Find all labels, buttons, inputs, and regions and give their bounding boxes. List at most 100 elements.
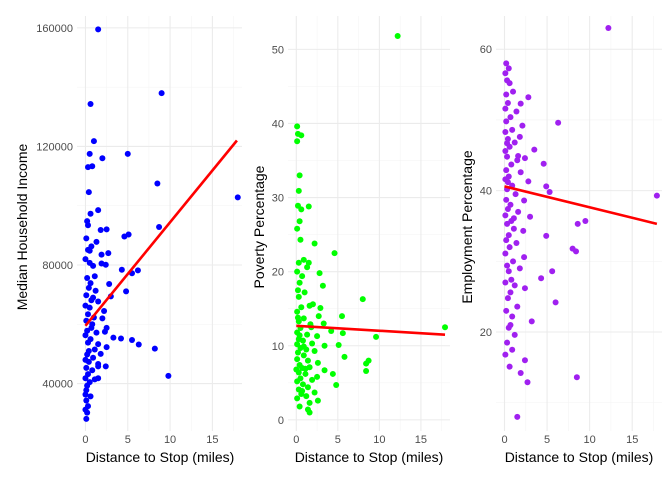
data-point <box>305 203 312 210</box>
y-tick-label: 40 <box>480 186 492 198</box>
grid <box>77 16 242 431</box>
data-point <box>93 238 100 245</box>
trend-line <box>84 139 238 327</box>
data-point <box>97 350 104 357</box>
data-point <box>90 294 97 301</box>
data-point <box>515 152 522 159</box>
data-point <box>517 169 524 176</box>
data-point <box>502 279 509 286</box>
data-point <box>295 187 302 194</box>
data-point <box>95 298 102 305</box>
scatter-points <box>293 33 449 416</box>
x-tick-label: 15 <box>206 434 218 446</box>
data-point <box>294 268 301 275</box>
data-point <box>83 235 90 242</box>
y-axis-title: Poverty Percentage <box>251 165 267 288</box>
data-point <box>549 268 556 275</box>
y-tick-label: 20 <box>480 327 492 339</box>
data-point <box>98 251 105 258</box>
data-point <box>85 358 92 365</box>
data-point <box>653 192 660 199</box>
data-point <box>321 367 328 374</box>
data-point <box>503 307 510 314</box>
data-point <box>294 356 301 363</box>
data-point <box>135 341 142 348</box>
data-point <box>99 315 106 322</box>
data-point <box>82 375 89 382</box>
data-point <box>84 382 91 389</box>
data-point <box>118 266 125 273</box>
panel-employment: Distance to Stop (miles) Employment Perc… <box>459 16 662 465</box>
data-point <box>511 331 518 338</box>
x-tick-label: 5 <box>335 434 341 446</box>
data-point <box>314 333 321 340</box>
data-point <box>151 345 158 352</box>
panel-poverty: Distance to Stop (miles) Poverty Percent… <box>251 16 450 465</box>
data-point <box>538 275 545 282</box>
data-point <box>90 354 97 361</box>
data-point <box>509 346 516 353</box>
grid <box>496 16 662 431</box>
data-point <box>511 282 518 289</box>
data-point <box>87 393 94 400</box>
data-point <box>106 280 113 287</box>
data-point <box>507 114 514 121</box>
data-point <box>516 265 523 272</box>
data-point <box>125 231 132 238</box>
data-point <box>105 250 112 257</box>
data-point <box>299 337 306 344</box>
data-point <box>516 133 523 140</box>
y-tick-label: 0 <box>278 415 284 427</box>
data-point <box>311 240 318 247</box>
data-point <box>101 328 108 335</box>
data-point <box>294 314 301 321</box>
y-tick-label: 80000 <box>42 260 73 272</box>
data-point <box>294 287 301 294</box>
panel-income: Distance to Stop (miles) Median Househol… <box>14 16 242 465</box>
data-point <box>540 160 547 167</box>
data-point <box>573 374 580 381</box>
data-point <box>91 346 98 353</box>
x-tick-label: 5 <box>544 434 550 446</box>
data-point <box>296 332 303 339</box>
data-point <box>503 237 510 244</box>
trend-line <box>296 324 446 336</box>
data-point <box>517 100 524 107</box>
y-tick-label: 20 <box>272 267 284 279</box>
data-point <box>306 302 313 309</box>
data-point <box>373 333 380 340</box>
data-point <box>515 208 522 215</box>
data-point <box>95 26 102 33</box>
data-point <box>521 155 528 162</box>
data-point <box>510 258 517 265</box>
data-point <box>294 378 301 385</box>
data-point <box>502 212 509 219</box>
data-point <box>546 189 553 196</box>
data-point <box>502 105 509 112</box>
data-point <box>504 153 511 160</box>
data-point <box>503 196 510 203</box>
data-point <box>129 336 135 343</box>
data-point <box>110 334 117 341</box>
data-point <box>93 329 100 336</box>
data-point <box>504 99 511 106</box>
data-point <box>311 389 318 396</box>
data-point <box>321 342 328 349</box>
data-point <box>442 324 449 331</box>
y-tick-label: 40 <box>272 118 284 130</box>
data-point <box>296 279 303 286</box>
data-point <box>83 387 90 394</box>
data-point <box>294 395 301 402</box>
data-point <box>85 222 91 229</box>
data-point <box>504 220 511 227</box>
data-point <box>359 296 366 303</box>
x-tick-label: 5 <box>125 434 131 446</box>
data-point <box>521 197 528 204</box>
x-axis-title: Distance to Stop (miles) <box>295 449 444 465</box>
y-tick-label: 120000 <box>36 141 73 153</box>
data-point <box>504 140 511 147</box>
data-point <box>573 248 580 255</box>
x-tick-label: 15 <box>626 434 638 446</box>
data-point <box>519 122 526 129</box>
